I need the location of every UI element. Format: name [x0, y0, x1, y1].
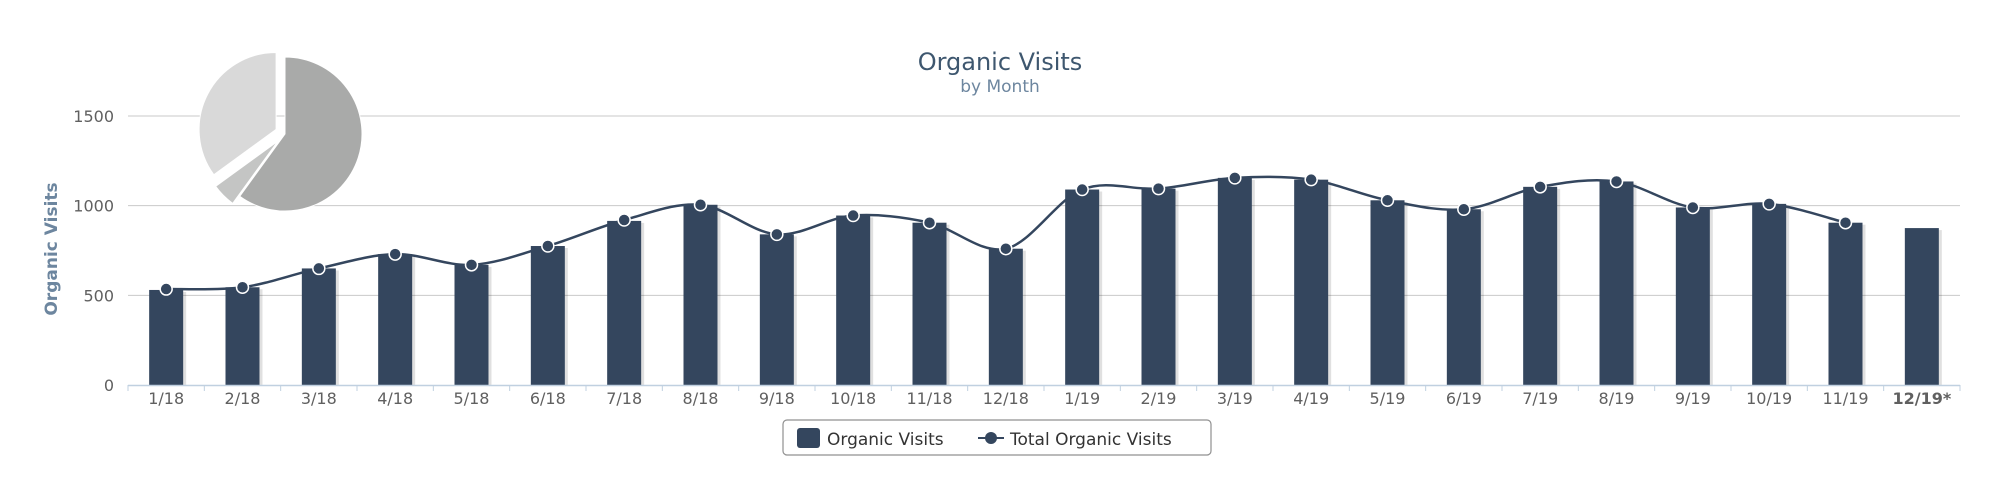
line-marker [541, 239, 555, 253]
x-tick-label: 2/18 [225, 389, 261, 408]
bar [1446, 209, 1481, 385]
line-marker [235, 280, 250, 295]
line-marker [159, 282, 173, 296]
x-tick-label: 1/19 [1064, 389, 1100, 408]
x-tick-label: 3/18 [301, 389, 337, 408]
y-tick-label: 1000 [73, 197, 114, 216]
pie-slice [239, 56, 363, 212]
y-tick-label: 500 [83, 286, 114, 305]
x-tick-label: 6/19 [1446, 389, 1482, 408]
x-tick-label: 6/18 [530, 389, 566, 408]
line-marker [1762, 197, 1776, 211]
y-axis-label: Organic Visits [42, 182, 62, 315]
y-tick-label: 1500 [73, 107, 114, 126]
line-marker [1838, 215, 1853, 230]
pie-slice [198, 51, 277, 176]
line-marker [846, 208, 860, 223]
bar [1675, 207, 1710, 385]
bar [836, 215, 871, 385]
bar [1904, 228, 1939, 385]
x-tick-label: 7/18 [606, 389, 642, 408]
x-tick-label: 5/18 [454, 389, 490, 408]
line-series [159, 171, 1853, 296]
line-marker [1075, 182, 1089, 197]
x-tick-label: 8/19 [1599, 389, 1635, 408]
y-tick-label: 0 [104, 376, 114, 395]
x-tick-label: 10/18 [830, 389, 876, 408]
x-tick-label: 11/19 [1822, 389, 1868, 408]
line-marker [312, 261, 326, 276]
legend-label-total-organic-visits: Total Organic Visits [1009, 430, 1172, 450]
bar [454, 264, 489, 385]
x-tick-label: 4/19 [1293, 389, 1329, 408]
line-marker [1533, 180, 1547, 194]
bar [301, 268, 336, 385]
bar [683, 204, 718, 385]
bar [1217, 177, 1252, 385]
legend-item-organic-visits[interactable]: Organic Visits [797, 428, 944, 450]
bar [1752, 203, 1787, 385]
grid-lines [128, 115, 1960, 296]
line-marker [388, 247, 402, 261]
bar [1523, 186, 1558, 385]
line-marker [693, 198, 708, 212]
line-marker [464, 258, 479, 272]
y-axis-ticks: 0 500 1000 1500 [73, 107, 114, 395]
x-tick-label: 12/19* [1892, 389, 1951, 408]
bar [1065, 189, 1100, 385]
legend-marker-swatch [985, 432, 997, 444]
line-marker [1151, 181, 1166, 196]
legend-label-organic-visits: Organic Visits [827, 430, 944, 450]
bar [1370, 200, 1405, 385]
x-tick-label: 9/18 [759, 389, 795, 408]
x-tick-label: 4/18 [377, 389, 413, 408]
legend[interactable]: Organic Visits Total Organic Visits [782, 419, 1212, 456]
bar [149, 289, 184, 385]
line-marker [1686, 200, 1700, 215]
bar [378, 254, 413, 385]
bar [1294, 179, 1329, 385]
bar [1828, 222, 1863, 385]
x-axis: 1/18 2/18 3/18 4/18 5/18 6/18 7/18 8/18 9/18 10/1… [127, 384, 1961, 408]
bar [988, 248, 1023, 385]
line-marker [1457, 202, 1471, 217]
x-tick-label: 5/19 [1370, 389, 1406, 408]
x-tick-label: 9/19 [1675, 389, 1711, 408]
x-tick-label: 10/19 [1746, 389, 1792, 408]
legend-bar-swatch [797, 428, 820, 448]
inset-pie-chart [198, 51, 363, 212]
line-marker [922, 215, 937, 230]
chart-title: Organic Visits [918, 48, 1083, 76]
x-tick-label: 3/19 [1217, 389, 1253, 408]
x-tick-label: 11/18 [906, 389, 952, 408]
line-marker [1380, 193, 1395, 208]
bar [1141, 188, 1176, 385]
bar [530, 246, 565, 385]
line-marker [1304, 172, 1318, 187]
x-tick-label: 12/18 [983, 389, 1029, 408]
pie-slice [214, 140, 279, 205]
line-marker [1228, 171, 1242, 185]
bar [225, 287, 260, 385]
chart-subtitle: by Month [960, 77, 1040, 97]
bar [912, 222, 947, 385]
x-tick-label: 1/18 [148, 389, 184, 408]
line-marker [999, 241, 1013, 256]
line-marker [1609, 174, 1624, 189]
x-tick-label: 7/19 [1522, 389, 1558, 408]
bar-series [149, 177, 1942, 385]
x-tick-label: 8/18 [683, 389, 719, 408]
x-tick-label: 2/19 [1141, 389, 1177, 408]
legend-item-total-organic-visits[interactable]: Total Organic Visits [978, 430, 1172, 450]
line-marker [617, 213, 631, 227]
line-marker [770, 227, 784, 242]
bar [1599, 181, 1634, 385]
bar [607, 220, 642, 385]
bar [759, 234, 794, 385]
